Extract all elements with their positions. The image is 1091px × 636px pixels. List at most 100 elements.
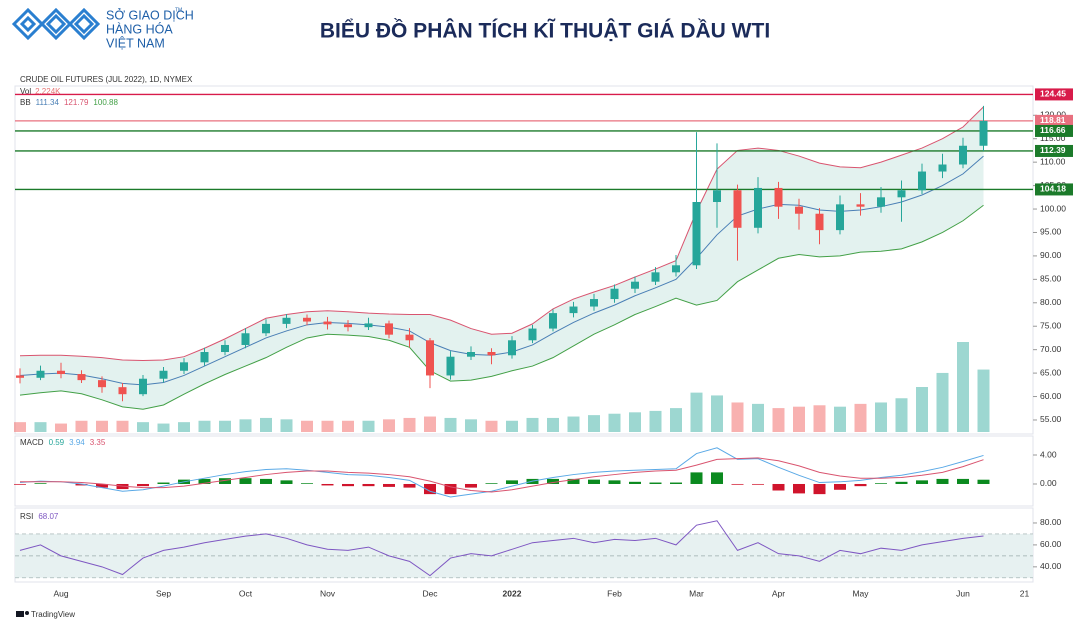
- candle-body: [323, 321, 332, 325]
- level-label: 124.45: [1040, 89, 1066, 99]
- volume-bar: [465, 419, 477, 432]
- candle-body: [877, 197, 885, 207]
- macd-hist: [485, 483, 498, 484]
- macd-hist: [362, 483, 375, 487]
- macd-hist: [957, 478, 969, 484]
- page-title: BIỂU ĐỒ PHÂN TÍCH KĨ THUẬT GIÁ DẦU WTI: [320, 19, 770, 43]
- symbol: CRUDE OIL FUTURES (JUL 2022), 1D, NYMEX: [20, 75, 193, 84]
- macd-hist: [731, 483, 744, 485]
- label: RSI: [20, 512, 33, 521]
- signal-line: [20, 457, 984, 493]
- candle-body: [303, 317, 311, 322]
- macd-hist: [813, 483, 826, 495]
- y-tick-label: 95.00: [1040, 227, 1062, 237]
- y-tick-label: 55.00: [1040, 414, 1062, 424]
- volume-bar: [875, 402, 887, 432]
- macd-hist: [14, 483, 26, 485]
- macd-hist: [280, 480, 293, 484]
- volume-bar: [260, 417, 272, 432]
- macd-hist: [936, 478, 949, 484]
- macd-hist: [424, 483, 436, 495]
- label: Vol: [20, 87, 31, 96]
- candle-body: [569, 306, 578, 314]
- volume-bar: [690, 392, 703, 432]
- macd-hist: [916, 480, 928, 484]
- candle-body: [979, 120, 988, 146]
- level-label: 116.66: [1040, 125, 1066, 135]
- tv-logo: [16, 611, 29, 617]
- x-tick-label: Nov: [320, 588, 336, 598]
- candle-body: [754, 187, 762, 228]
- x-tick-label: Jun: [956, 588, 970, 598]
- candle-body: [631, 281, 639, 289]
- macd-hist: [977, 479, 990, 484]
- candle-body: [467, 352, 475, 357]
- value: 100.88: [93, 98, 118, 107]
- label: BB: [20, 98, 31, 107]
- macd-hist: [321, 483, 334, 486]
- logo-text: VIỆT NAM: [106, 35, 165, 50]
- candle-body: [774, 187, 783, 207]
- macd-hist: [403, 483, 416, 488]
- macd-hist: [854, 483, 867, 487]
- volume-bar: [444, 417, 457, 432]
- y-tick-label: 110.00: [1040, 156, 1066, 166]
- x-tick-label: 21: [1020, 588, 1030, 598]
- candle-body: [241, 333, 250, 345]
- macd-hist: [772, 483, 785, 491]
- macd-hist: [137, 483, 149, 487]
- candle-body: [282, 317, 291, 324]
- volume-bar: [649, 410, 662, 432]
- candle-body: [815, 213, 824, 231]
- y-tick-label: 75.00: [1040, 320, 1062, 330]
- volume-bar: [137, 422, 149, 432]
- y-tick-label: 120.00: [1040, 110, 1066, 120]
- bb-middle: [19, 155, 984, 386]
- candle-body: [16, 375, 24, 378]
- candle-body: [57, 370, 65, 375]
- volume-bar: [321, 420, 334, 432]
- y-tick-label: 90.00: [1040, 250, 1062, 260]
- logo-text: SỞ GIAO DỊCH: [106, 7, 194, 22]
- candle-body: [836, 204, 844, 231]
- candle-body: [180, 362, 188, 371]
- value: 3.94: [69, 438, 85, 447]
- volume-bar: [608, 413, 621, 432]
- candle-body: [139, 378, 147, 395]
- volume-bar: [772, 408, 785, 432]
- candle-body: [856, 204, 865, 207]
- candle-body: [221, 344, 229, 353]
- y-tick-label: 65.00: [1040, 367, 1062, 377]
- level-label: 118.81: [1040, 115, 1066, 125]
- volume-bar: [403, 417, 416, 432]
- volume-bar: [588, 415, 600, 432]
- macd-hist: [342, 483, 354, 487]
- y-tick-label: 80.00: [1040, 517, 1062, 527]
- volume-bar: [55, 423, 67, 432]
- value: 68.07: [38, 512, 59, 521]
- y-tick-label: 60.00: [1040, 539, 1062, 549]
- x-tick-label: May: [852, 588, 869, 598]
- volume-bar: [280, 419, 293, 432]
- candle-body: [77, 374, 86, 381]
- macd-hist: [875, 483, 887, 484]
- level-box: [1035, 183, 1073, 196]
- volume-bar: [157, 423, 170, 432]
- volume-bar: [567, 416, 580, 432]
- macd-hist: [588, 479, 600, 484]
- rsi-readout: RSI 68.07: [20, 512, 59, 521]
- logo-tm: TM: [175, 7, 182, 13]
- candle-body: [159, 370, 168, 379]
- macd-hist: [752, 483, 764, 485]
- macd-hist: [895, 481, 908, 484]
- candle-body: [959, 145, 967, 165]
- candle-body: [938, 164, 947, 172]
- volume-bar: [178, 422, 190, 432]
- volume-bar: [301, 420, 313, 432]
- macd-hist: [34, 483, 47, 484]
- macd-hist: [711, 472, 723, 484]
- candle-body: [385, 323, 393, 335]
- candle-body: [918, 171, 926, 191]
- x-tick-label: Oct: [239, 588, 253, 598]
- volume-bar: [96, 420, 108, 432]
